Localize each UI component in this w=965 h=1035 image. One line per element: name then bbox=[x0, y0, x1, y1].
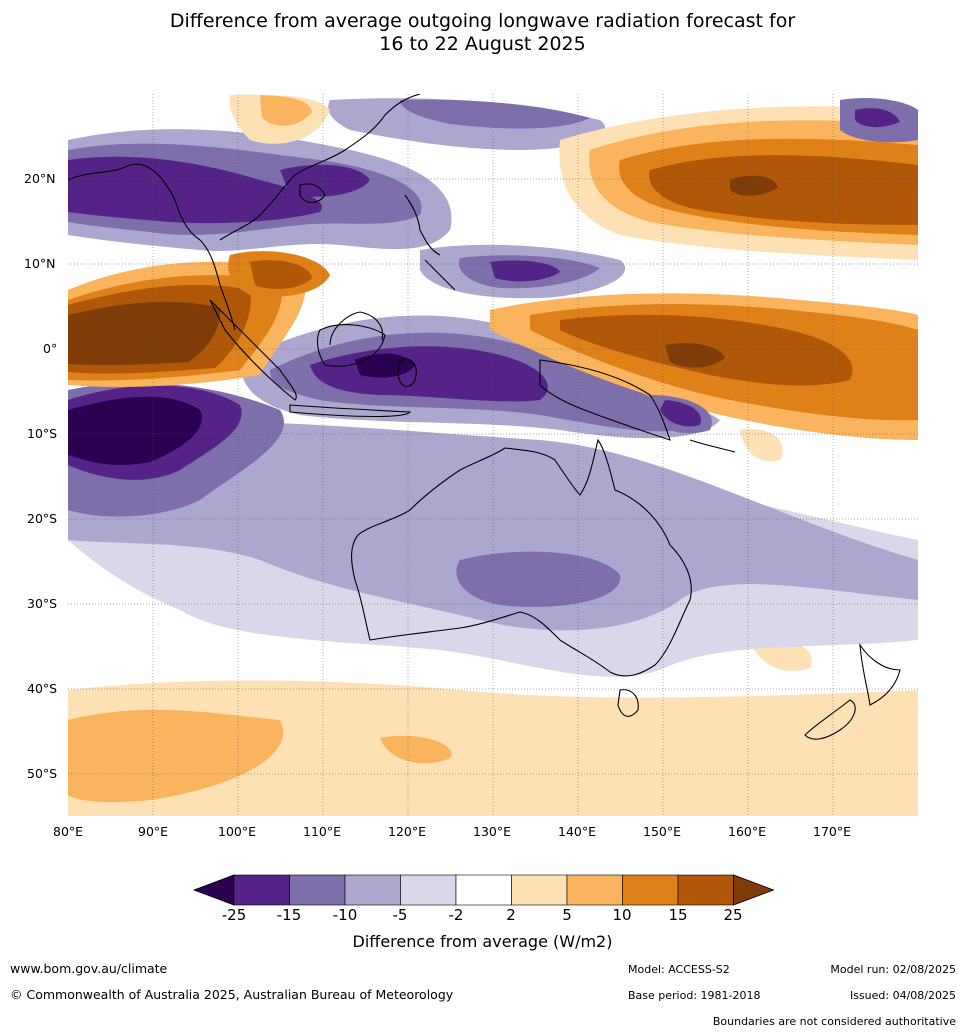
colorbar-swatch bbox=[233, 874, 290, 906]
title-line-2: 16 to 22 August 2025 bbox=[379, 33, 586, 55]
colorbar bbox=[192, 874, 775, 906]
footer-issued: Issued: 04/08/2025 bbox=[849, 989, 956, 1002]
lon-label-140e: 140°E bbox=[558, 824, 597, 839]
colorbar-tick: -15 bbox=[276, 906, 302, 924]
lat-label-50s: 50°S bbox=[27, 766, 58, 781]
lon-label-150e: 150°E bbox=[643, 824, 682, 839]
colorbar-tick: 5 bbox=[562, 906, 572, 924]
lon-label-80e: 80°E bbox=[53, 824, 84, 839]
coastlines bbox=[68, 94, 901, 740]
lon-label-120e: 120°E bbox=[388, 824, 427, 839]
colorbar-tick: 2 bbox=[506, 906, 516, 924]
colorbar-swatch bbox=[400, 874, 457, 906]
lon-label-160e: 160°E bbox=[728, 824, 767, 839]
footer-disclaimer: Boundaries are not considered authoritat… bbox=[712, 1015, 956, 1028]
colorbar-tick: 25 bbox=[723, 906, 743, 924]
lat-label-30s: 30°S bbox=[27, 596, 58, 611]
colorbar-swatch bbox=[289, 874, 346, 906]
lon-label-170e: 170°E bbox=[813, 824, 852, 839]
colorbar-tick: -2 bbox=[448, 906, 464, 924]
colorbar-swatch bbox=[622, 874, 679, 906]
lat-label-10n: 10°N bbox=[24, 256, 56, 271]
footer-base-period: Base period: 1981-2018 bbox=[628, 989, 761, 1002]
colorbar-tick: 10 bbox=[612, 906, 632, 924]
colorbar-extend-min bbox=[192, 874, 235, 906]
lon-label-110e: 110°E bbox=[303, 824, 342, 839]
lat-label-20s: 20°S bbox=[27, 511, 58, 526]
colorbar-tick: -5 bbox=[392, 906, 408, 924]
lat-label-40s: 40°S bbox=[27, 681, 58, 696]
colorbar-swatch bbox=[455, 874, 512, 906]
colorbar-label: Difference from average (W/m2) bbox=[352, 932, 613, 951]
lat-label-10s: 10°S bbox=[27, 426, 58, 441]
colorbar-tick: 15 bbox=[668, 906, 688, 924]
colorbar-tick: -10 bbox=[332, 906, 358, 924]
lat-label-0: 0° bbox=[43, 341, 58, 356]
lon-label-130e: 130°E bbox=[473, 824, 512, 839]
colorbar-swatch bbox=[511, 874, 568, 906]
colorbar-tick: -25 bbox=[221, 906, 247, 924]
title-line-1: Difference from average outgoing longwav… bbox=[169, 10, 796, 32]
colorbar-extend-max bbox=[733, 874, 775, 906]
footer-model: Model: ACCESS-S2 bbox=[628, 963, 730, 976]
footer-copyright: © Commonwealth of Australia 2025, Austra… bbox=[10, 987, 454, 1002]
colorbar-swatch bbox=[344, 874, 401, 906]
footer-model-run: Model run: 02/08/2025 bbox=[830, 963, 956, 976]
graticule bbox=[68, 94, 918, 816]
colorbar-swatch bbox=[566, 874, 623, 906]
map-title: Difference from average outgoing longwav… bbox=[0, 10, 965, 56]
colorbar-swatch bbox=[677, 874, 734, 906]
lat-label-20n: 20°N bbox=[24, 171, 56, 186]
footer-url[interactable]: www.bom.gov.au/climate bbox=[10, 961, 168, 976]
lon-label-90e: 90°E bbox=[138, 824, 169, 839]
lon-label-100e: 100°E bbox=[218, 824, 257, 839]
